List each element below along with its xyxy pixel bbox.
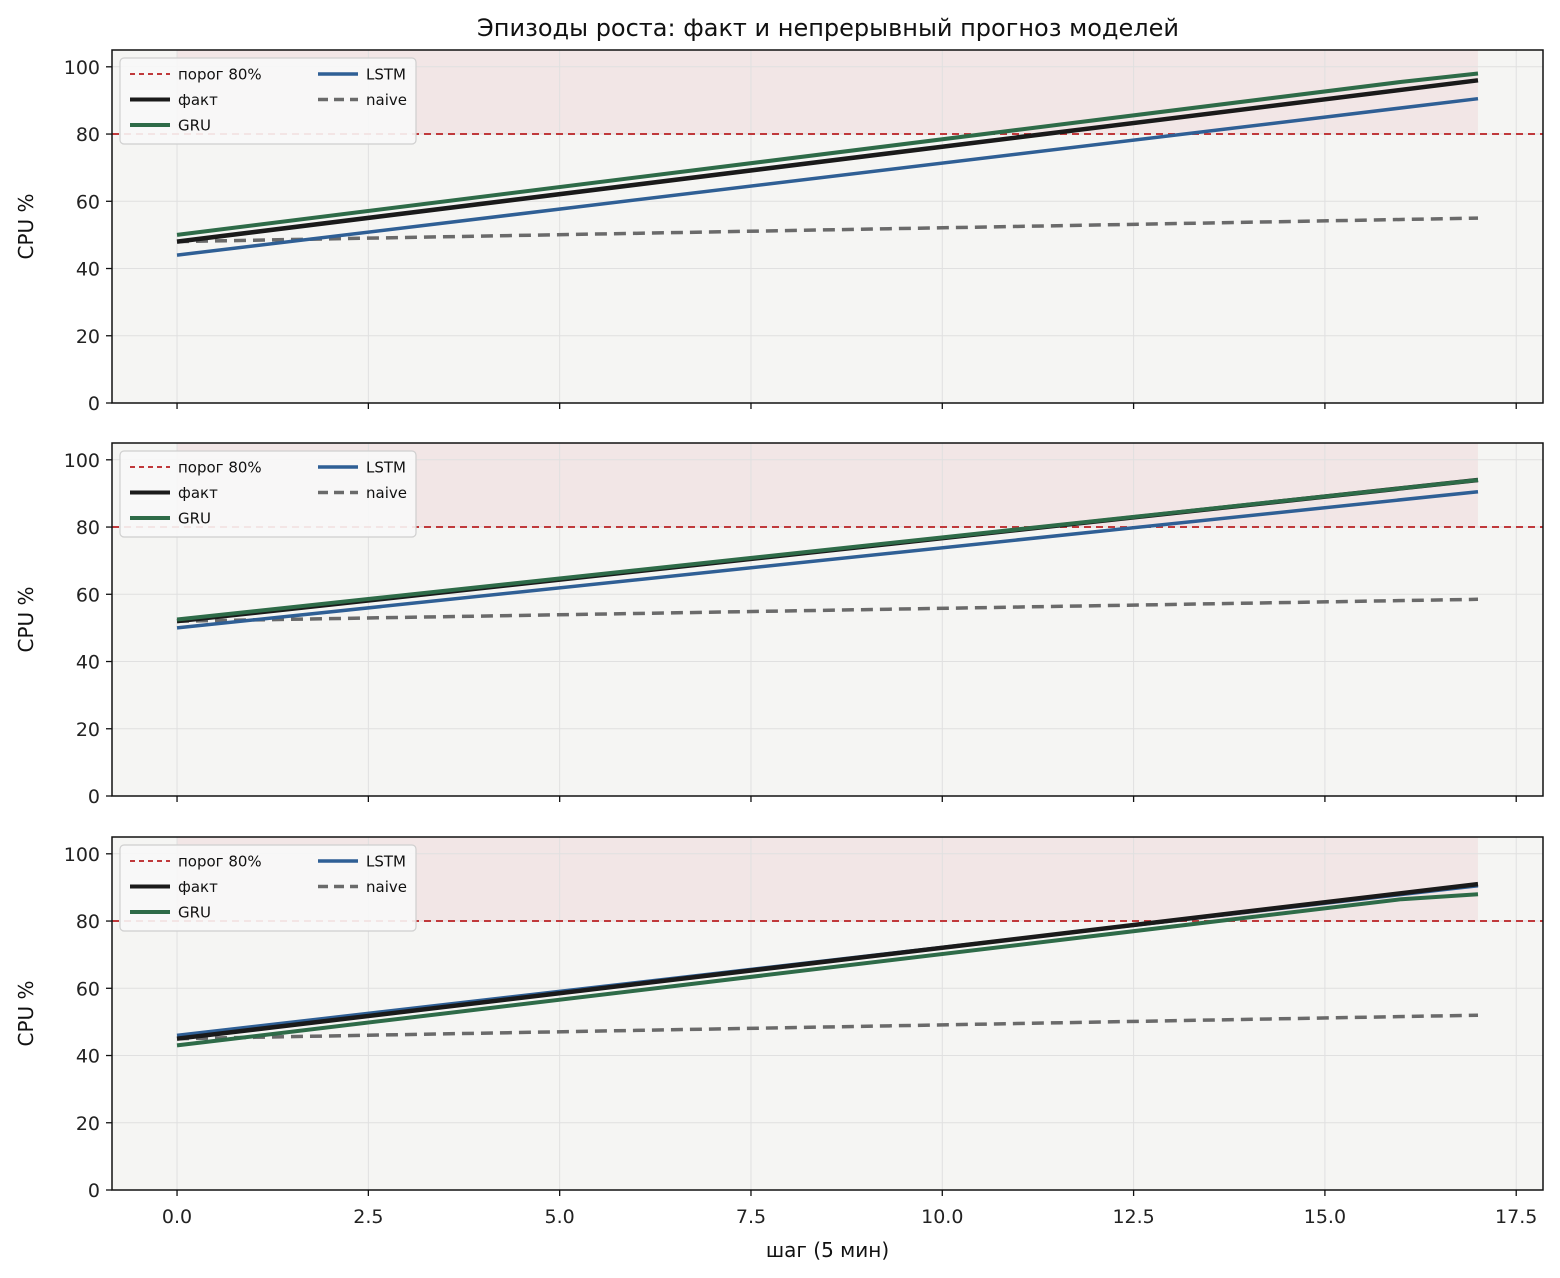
- y-tick-label: 0: [88, 786, 100, 808]
- legend-label-fact: факт: [178, 91, 218, 109]
- legend-label-lstm: LSTM: [366, 853, 406, 871]
- legend-label-gru: GRU: [178, 117, 211, 135]
- y-tick-label: 20: [76, 719, 100, 741]
- series-line-naive: [176, 216, 1479, 244]
- chart-panel-1: 0 20 40 60 80 100 CPU % порог 80% факт GRU LSTM nai…: [14, 49, 1544, 415]
- series-line-naive: [176, 597, 1479, 623]
- y-axis-label: CPU %: [14, 980, 38, 1046]
- x-tick-label: 17.5: [1495, 1206, 1537, 1228]
- legend: порог 80% факт GRU LSTM naive: [119, 844, 417, 932]
- x-tick-label: 12.5: [1112, 1206, 1154, 1228]
- y-tick-label: 80: [76, 911, 100, 933]
- series-line-fact: [176, 78, 1479, 244]
- legend-label-naive: naive: [366, 878, 407, 896]
- y-tick-label: 0: [88, 393, 100, 415]
- series-line-fact: [176, 881, 1479, 1041]
- series-line-gru: [176, 71, 1479, 237]
- legend-label-gru: GRU: [178, 510, 211, 528]
- legend-label-gru: GRU: [178, 904, 211, 922]
- chart-title: Эпизоды роста: факт и непрерывный прогно…: [477, 14, 1179, 42]
- y-tick-label: 80: [76, 517, 100, 539]
- legend-label-naive: naive: [366, 484, 407, 502]
- y-tick-label: 20: [76, 326, 100, 348]
- y-tick-label: 40: [76, 652, 100, 674]
- x-tick-label: 10.0: [921, 1206, 963, 1228]
- legend-label-threshold: порог 80%: [178, 459, 262, 477]
- legend-label-lstm: LSTM: [366, 459, 406, 477]
- y-axis-label: CPU %: [14, 193, 38, 259]
- y-tick-label: 60: [76, 584, 100, 606]
- series-line-lstm: [176, 489, 1479, 630]
- y-tick-label: 80: [76, 124, 100, 146]
- legend: порог 80% факт GRU LSTM naive: [119, 57, 417, 145]
- y-tick-label: 40: [76, 1046, 100, 1068]
- y-tick-label: 60: [76, 978, 100, 1000]
- legend-box: [119, 844, 417, 932]
- y-axis-label: CPU %: [14, 586, 38, 652]
- chart-panel-3: 0 20 40 60 80 100 0.0 2.5 5.0 7.5 10.0 12.5 15.0 17.5…: [14, 836, 1544, 1262]
- legend-label-naive: naive: [366, 91, 407, 109]
- y-tick-label: 40: [76, 259, 100, 281]
- plot-frame: [111, 836, 1544, 1191]
- plot-frame: [111, 442, 1544, 797]
- x-tick-label: 2.5: [353, 1206, 383, 1228]
- legend-box: [119, 450, 417, 538]
- legend-label-threshold: порог 80%: [178, 66, 262, 84]
- x-tick-label: 7.5: [736, 1206, 766, 1228]
- x-tick-label: 0.0: [162, 1206, 192, 1228]
- series-line-gru: [176, 892, 1479, 1048]
- series-line-naive: [176, 1013, 1479, 1041]
- legend-label-fact: факт: [178, 878, 218, 896]
- legend-box: [119, 57, 417, 145]
- y-tick-label: 20: [76, 1113, 100, 1135]
- legend-label-fact: факт: [178, 484, 218, 502]
- series-line-gru: [176, 478, 1479, 622]
- series-line-lstm: [176, 96, 1479, 257]
- x-tick-label: 15.0: [1304, 1206, 1346, 1228]
- chart-panel-2: 0 20 40 60 80 100 CPU % порог 80% факт GRU LSTM nai…: [14, 442, 1544, 808]
- legend-label-threshold: порог 80%: [178, 853, 262, 871]
- x-tick-label: 5.0: [545, 1206, 575, 1228]
- legend-label-lstm: LSTM: [366, 66, 406, 84]
- y-tick-label: 100: [64, 844, 100, 866]
- y-tick-label: 60: [76, 191, 100, 213]
- x-axis-label: шаг (5 мин): [766, 1238, 889, 1262]
- plot-frame: [111, 49, 1544, 404]
- y-tick-label: 100: [64, 57, 100, 79]
- y-tick-label: 100: [64, 450, 100, 472]
- legend: порог 80% факт GRU LSTM naive: [119, 450, 417, 538]
- y-tick-label: 0: [88, 1180, 100, 1202]
